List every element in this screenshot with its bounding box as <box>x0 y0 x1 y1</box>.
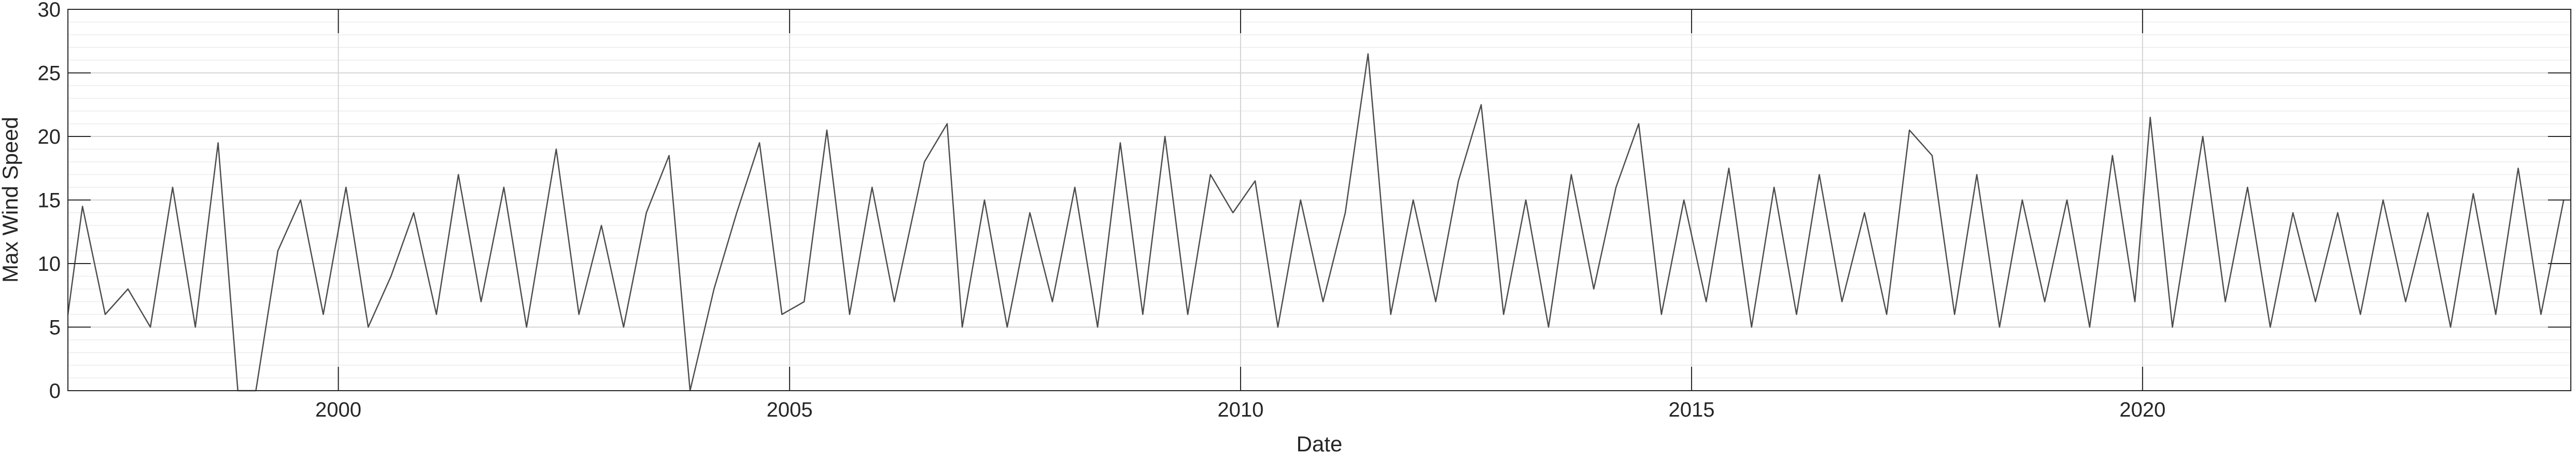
x-tick-label: 2005 <box>767 398 813 421</box>
y-tick-label: 10 <box>38 253 61 275</box>
x-tick-label: 2020 <box>2119 398 2165 421</box>
x-tick-label: 2015 <box>1668 398 1714 421</box>
y-tick-label: 5 <box>49 316 61 339</box>
y-tick-label: 0 <box>49 380 61 403</box>
y-tick-label: 15 <box>38 189 61 212</box>
y-tick-label: 30 <box>38 0 61 21</box>
x-tick-label: 2010 <box>1218 398 1264 421</box>
series-group <box>67 53 2565 392</box>
series-line <box>67 53 2565 392</box>
y-tick-label: 20 <box>38 126 61 148</box>
major-grid <box>68 9 2571 391</box>
y-axis-title: Max Wind Speed <box>0 117 22 283</box>
x-tick-label: 2000 <box>315 398 361 421</box>
minor-grid <box>68 21 2571 379</box>
x-tick-labels: 2000 2005 2010 2015 2020 <box>315 398 2165 421</box>
x-axis-title: Date <box>1297 432 1343 455</box>
y-tick-label: 25 <box>38 62 61 85</box>
y-tick-labels: 0 5 10 15 20 25 30 <box>38 0 61 403</box>
tick-marks <box>68 9 2571 391</box>
